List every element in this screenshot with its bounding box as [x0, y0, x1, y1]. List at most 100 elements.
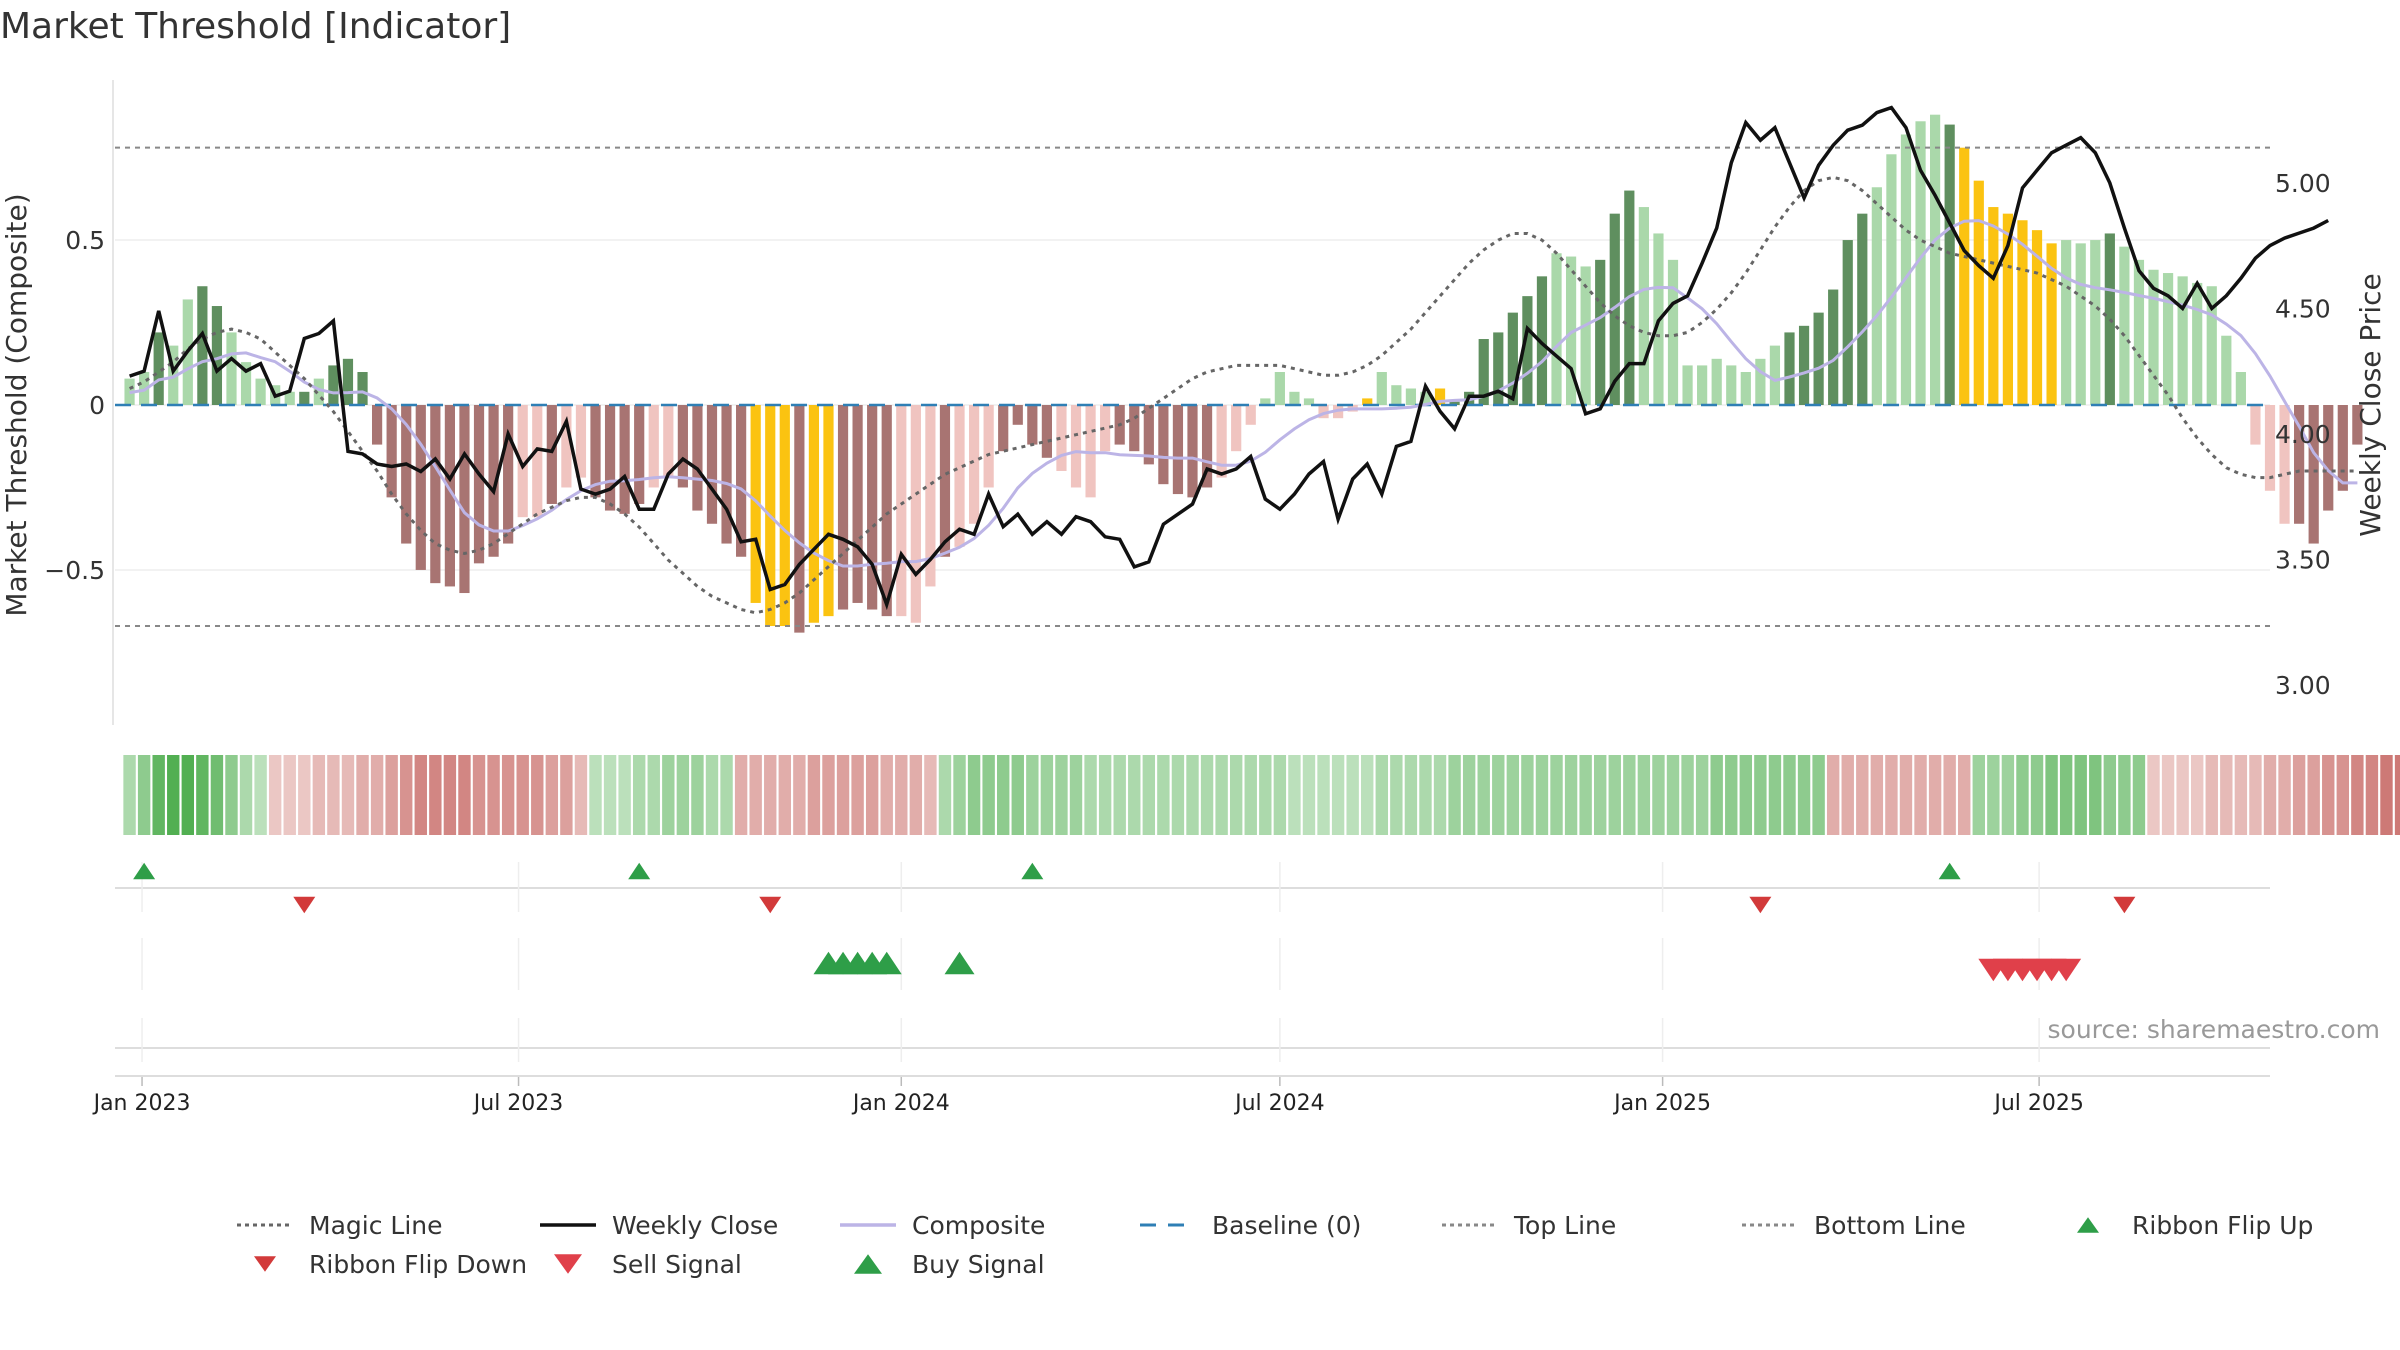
x-tick-label: Jul 2023 — [472, 1091, 564, 1116]
composite-bar — [1565, 256, 1577, 405]
composite-bar — [2017, 220, 2028, 405]
ribbon-cell — [1885, 755, 1898, 835]
ribbon-cell — [2103, 755, 2117, 835]
composite-bar — [2294, 405, 2305, 524]
buy-signal-marker — [871, 951, 902, 975]
ribbon-cell — [1462, 755, 1476, 835]
x-tick-label: Jan 2023 — [92, 1091, 191, 1116]
ribbon-cell — [1128, 755, 1141, 835]
ribbon-cell — [1259, 755, 1272, 835]
ribbon-cell — [1928, 755, 1942, 835]
ribbon-cell — [1157, 755, 1170, 835]
composite-bar — [721, 405, 732, 544]
composite-bar — [1405, 388, 1417, 405]
composite-bar — [197, 286, 208, 405]
ribbon-cell — [2147, 755, 2160, 835]
ribbon-cell — [1826, 755, 1840, 835]
ribbon-cell — [2118, 755, 2131, 835]
ribbon-cell — [2089, 755, 2102, 835]
composite-bar — [1289, 391, 1300, 405]
ribbon-cell — [2176, 755, 2189, 835]
ribbon-cell — [312, 755, 326, 835]
ribbon-cell — [2263, 755, 2277, 835]
legend-label: Composite — [912, 1211, 1045, 1240]
composite-bar — [459, 405, 470, 594]
composite-bar — [561, 405, 572, 488]
composite-bar — [1420, 391, 1431, 405]
weekly-close-line — [129, 105, 2330, 611]
composite-bar — [1609, 213, 1620, 405]
composite-bar — [1857, 213, 1868, 405]
chart-title: Market Threshold [Indicator] — [0, 6, 512, 47]
composite-bar — [1129, 405, 1140, 452]
ribbon-cell — [2190, 755, 2204, 835]
composite-bar — [692, 405, 703, 511]
composite-bar — [211, 306, 223, 405]
composite-bar — [1493, 332, 1504, 405]
composite-bar — [1085, 405, 1096, 498]
composite-bar — [2162, 273, 2174, 405]
ribbon-cell — [764, 755, 777, 835]
composite-bar — [1522, 296, 1533, 405]
ribbon-cell — [924, 755, 937, 835]
ribbon-cell — [1244, 755, 1257, 835]
signal-rows — [115, 862, 2270, 1077]
legend-label: Magic Line — [309, 1211, 443, 1240]
ribbon-cell — [2016, 755, 2029, 835]
ribbon-cell — [531, 755, 544, 835]
ribbon-cell — [2220, 755, 2233, 835]
composite-bar — [240, 362, 252, 405]
composite-bar — [837, 405, 849, 610]
ribbon-cell — [1273, 755, 1287, 835]
ribbon-cell — [1084, 755, 1097, 835]
ribbon-cell — [1113, 755, 1126, 835]
ribbon-cell — [1390, 755, 1403, 835]
ribbon-cell — [137, 755, 151, 835]
x-tick-label: Jul 2024 — [1233, 1091, 1325, 1116]
composite-bar — [983, 405, 994, 488]
ribbon-flip-down-marker — [759, 896, 782, 914]
legend-item: Magic Line — [237, 1211, 443, 1240]
composite-bar — [2177, 276, 2188, 405]
ribbon-cell — [2030, 755, 2044, 835]
legend: Magic Line Weekly Close Composite Baseline … — [237, 1211, 2313, 1279]
ribbon-cell — [2278, 755, 2291, 835]
composite-bar — [1638, 207, 1649, 405]
y2-tick-label: 5.00 — [2275, 169, 2331, 198]
ribbon-cell — [1055, 755, 1068, 835]
ribbon-cell — [1375, 755, 1388, 835]
ribbon-cell — [778, 755, 791, 835]
composite-bar — [1769, 345, 1781, 405]
ribbon-cell — [938, 755, 952, 835]
ribbon-cell — [1288, 755, 1301, 835]
composite-bar — [750, 405, 761, 603]
ribbon-cell — [1652, 755, 1665, 835]
ribbon-cell — [2234, 755, 2248, 835]
ribbon-cell — [574, 755, 588, 835]
composite-bar — [473, 405, 485, 564]
ribbon-cell — [1404, 755, 1418, 835]
ribbon-cell — [1171, 755, 1185, 835]
ribbon-cell — [603, 755, 617, 835]
ribbon-cell — [181, 755, 195, 835]
ribbon-cell — [1317, 755, 1330, 835]
legend-swatch — [254, 1256, 276, 1272]
ribbon-cell — [1550, 755, 1563, 835]
composite-bar — [2279, 405, 2290, 524]
ribbon-flip-up-marker — [1021, 862, 1044, 880]
composite-bar — [2075, 243, 2086, 405]
ribbon-cell — [1477, 755, 1490, 835]
x-tick-label: Jan 2024 — [851, 1091, 950, 1116]
ribbon-cell — [1433, 755, 1447, 835]
ribbon-cell — [1958, 755, 1971, 835]
ribbon-cell — [822, 755, 835, 835]
composite-bar — [2090, 240, 2101, 405]
composite-bar — [1362, 398, 1373, 405]
ribbon-cell — [1331, 755, 1345, 835]
ribbon-flip-down-marker — [1749, 896, 1772, 914]
composite-bar — [1012, 405, 1023, 425]
ribbon-cell — [152, 755, 165, 835]
composite-bar — [1755, 358, 1766, 405]
ribbon-cell — [1186, 755, 1199, 835]
composite-bar — [881, 405, 892, 617]
